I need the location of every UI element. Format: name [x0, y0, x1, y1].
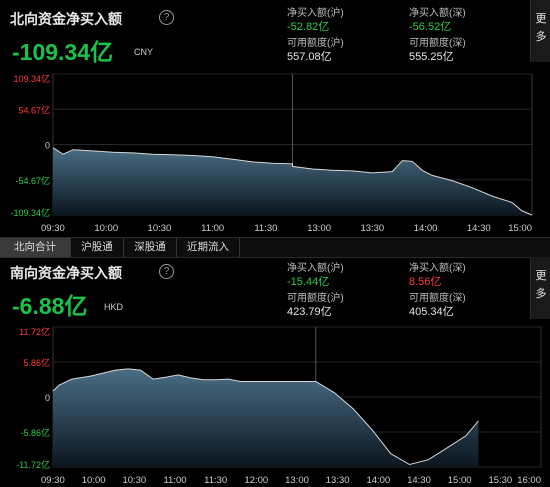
south-value-sz: 8.56亿	[409, 276, 442, 288]
y-tick-label: 54.67亿	[18, 104, 50, 115]
y-tick-label: 109.34亿	[13, 73, 50, 84]
south-currency: HKD	[104, 302, 124, 312]
x-tick-label: 11:00	[163, 475, 186, 486]
x-tick-label: 10:00	[82, 475, 106, 486]
north-value-sz: -56.52亿	[409, 21, 452, 33]
x-tick-label: 16:00	[517, 475, 541, 486]
y-tick-label: 0	[45, 393, 50, 403]
x-tick-label: 13:00	[307, 223, 331, 234]
north-quota-label-sh: 可用额度(沪)	[287, 38, 344, 49]
x-tick-label: 13:30	[326, 475, 350, 486]
x-tick-label: 15:00	[508, 223, 532, 234]
north-more-button[interactable]: 更多	[530, 0, 550, 62]
south-area	[53, 368, 479, 467]
north-quota-value-sz: 555.25亿	[409, 51, 454, 63]
x-tick-label: 12:00	[244, 475, 268, 486]
x-tick-label: 10:00	[94, 223, 118, 234]
y-tick-label: 5.86亿	[23, 357, 50, 368]
south-label-sz: 净买入额(深)	[409, 263, 466, 274]
north-more-label: 更多	[535, 13, 547, 43]
north-total: -109.34亿	[12, 39, 114, 65]
y-tick-label: -54.67亿	[15, 175, 50, 186]
tab-recent-inflow[interactable]: 近期流入	[177, 238, 240, 257]
south-chart: 11.72亿 5.86亿 0 -5.86亿 -11.72亿 09:30 10:00 10:3…	[16, 326, 542, 486]
x-tick-label: 15:00	[448, 475, 472, 486]
y-tick-label: -109.34亿	[10, 207, 50, 218]
north-label-sh: 净买入额(沪)	[287, 8, 344, 19]
y-tick-label: -5.86亿	[20, 427, 50, 438]
y-tick-label: -11.72亿	[16, 459, 50, 470]
x-tick-label: 11:00	[201, 223, 224, 234]
north-chart: 109.34亿 54.67亿 0 -54.67亿 -109.34亿 09:30 10:00…	[10, 73, 533, 234]
south-quota-value-sh: 423.79亿	[287, 306, 332, 318]
south-quota-label-sz: 可用额度(深)	[409, 293, 466, 304]
south-quota-value-sz: 405.34亿	[409, 306, 454, 318]
x-tick-label: 11:30	[254, 223, 277, 234]
north-quota-value-sh: 557.08亿	[287, 51, 332, 63]
tab-shenzhen-connect[interactable]: 深股通	[124, 238, 177, 257]
north-quota-label-sz: 可用额度(深)	[409, 38, 466, 49]
x-tick-label: 11:30	[204, 475, 227, 486]
south-more-button[interactable]: 更多	[530, 257, 550, 319]
y-tick-label: 11.72亿	[19, 326, 50, 337]
north-line	[52, 147, 533, 216]
x-tick-label: 15:30	[488, 475, 512, 486]
tab-shanghai-connect[interactable]: 沪股通	[71, 238, 124, 257]
south-total: -6.88亿	[12, 293, 88, 319]
help-icon[interactable]: ?	[159, 264, 174, 279]
tab-bar: 北向合计 沪股通 深股通 近期流入	[0, 237, 550, 258]
x-tick-label: 14:00	[414, 223, 438, 234]
north-value-sh: -52.82亿	[287, 21, 330, 33]
south-more-label: 更多	[535, 270, 547, 300]
north-area	[53, 147, 532, 215]
help-icon[interactable]: ?	[159, 10, 174, 25]
y-tick-label: 0	[45, 141, 50, 151]
x-tick-label: 14:00	[366, 475, 390, 486]
x-tick-label: 10:30	[148, 223, 172, 234]
south-label-sh: 净买入额(沪)	[287, 263, 344, 274]
south-title: 南向资金净买入额	[10, 265, 122, 281]
x-tick-label: 09:30	[41, 475, 65, 486]
x-tick-label: 13:30	[360, 223, 384, 234]
south-value-sh: -15.44亿	[287, 276, 330, 288]
south-line	[52, 368, 479, 466]
north-title: 北向资金净买入额	[10, 11, 122, 27]
x-tick-label: 10:30	[122, 475, 146, 486]
north-currency: CNY	[134, 47, 154, 57]
x-tick-label: 09:30	[41, 223, 65, 234]
x-tick-label: 14:30	[407, 475, 431, 486]
tab-north-total[interactable]: 北向合计	[0, 238, 71, 257]
x-tick-label: 13:00	[285, 475, 309, 486]
north-label-sz: 净买入额(深)	[409, 8, 466, 19]
south-quota-label-sh: 可用额度(沪)	[287, 293, 344, 304]
x-tick-label: 14:30	[467, 223, 491, 234]
